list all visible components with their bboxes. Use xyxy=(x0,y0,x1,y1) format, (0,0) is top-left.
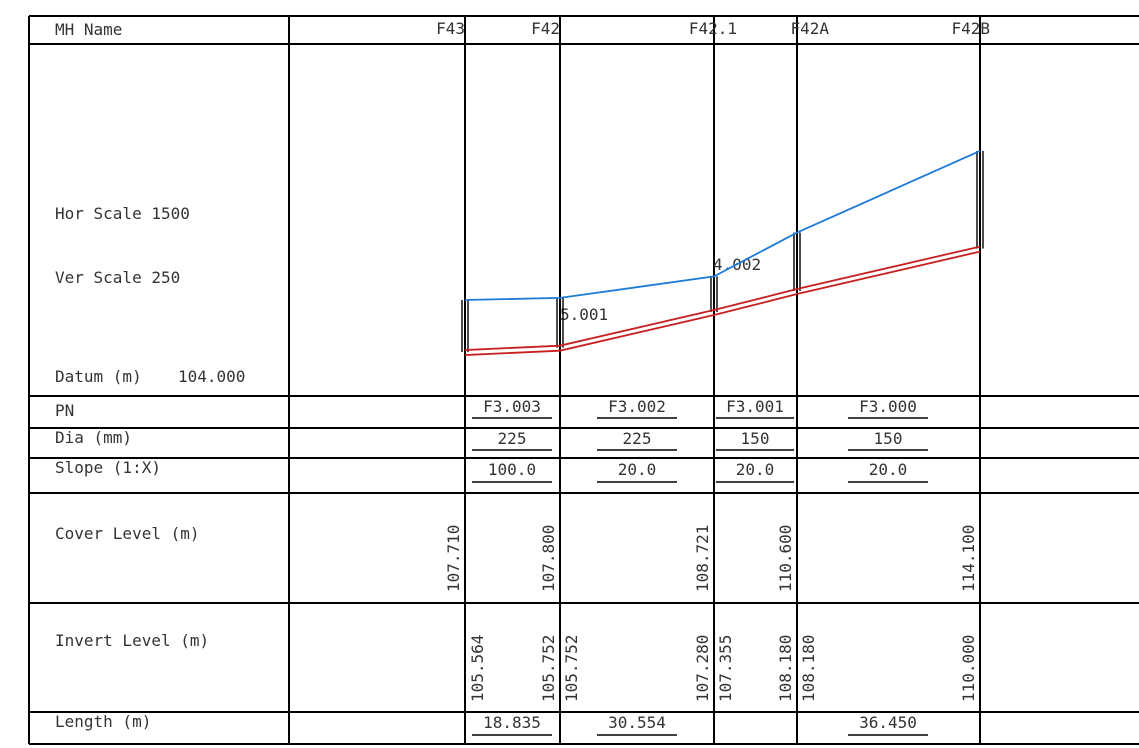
slope-label: Slope (1:X) xyxy=(55,458,161,477)
invert-level-label: Invert Level (m) xyxy=(55,631,209,650)
pipe-invert-line xyxy=(464,250,981,356)
manhole-grid xyxy=(464,16,981,744)
pipe-crown-line xyxy=(464,245,981,351)
dia-value: 150 xyxy=(874,429,903,448)
slope-value: 20.0 xyxy=(618,460,657,479)
cover-level-value: 108.721 xyxy=(693,525,712,592)
invert-level-value: 105.564 xyxy=(468,635,487,702)
invert-level-value: 107.280 xyxy=(693,635,712,702)
pn-value: F3.001 xyxy=(726,397,784,416)
pipe-tag: 5.001 xyxy=(560,305,608,324)
dia-value: 150 xyxy=(741,429,770,448)
profile-marks xyxy=(461,150,984,356)
pn-label: PN xyxy=(55,401,74,420)
pn-value: F3.002 xyxy=(608,397,666,416)
length-value: 36.450 xyxy=(859,713,917,732)
slope-value: 20.0 xyxy=(869,460,908,479)
cover-level-value: 107.800 xyxy=(539,525,558,592)
hor-scale-label: Hor Scale 1500 xyxy=(55,204,190,223)
dia-label: Dia (mm) xyxy=(55,428,132,447)
manhole-name: F43 xyxy=(436,19,465,38)
mh-name-label: MH Name xyxy=(55,20,122,39)
invert-level-value: 105.752 xyxy=(562,635,581,702)
invert-level-value: 108.180 xyxy=(799,635,818,702)
invert-level-value: 110.000 xyxy=(959,635,978,702)
manhole-name: F42 xyxy=(531,19,560,38)
ver-scale-label: Ver Scale 250 xyxy=(55,268,180,287)
cover-level-value: 114.100 xyxy=(959,525,978,592)
cover-level-label: Cover Level (m) xyxy=(55,524,200,543)
slope-value: 20.0 xyxy=(736,460,775,479)
pn-value: F3.000 xyxy=(859,397,917,416)
pn-value: F3.003 xyxy=(483,397,541,416)
datum-label: Datum (m) xyxy=(55,367,142,386)
ground-level-line xyxy=(464,150,981,301)
slope-value: 100.0 xyxy=(488,460,536,479)
manhole-name: F42.1 xyxy=(689,19,737,38)
length-label: Length (m) xyxy=(55,712,151,731)
invert-level-value: 107.355 xyxy=(716,635,735,702)
cover-level-value: 110.600 xyxy=(776,525,795,592)
manhole-name: F42B xyxy=(951,19,990,38)
datum-value: 104.000 xyxy=(178,367,245,386)
length-value: 30.554 xyxy=(608,713,666,732)
invert-level-value: 108.180 xyxy=(776,635,795,702)
dia-value: 225 xyxy=(623,429,652,448)
invert-level-value: 105.752 xyxy=(539,635,558,702)
length-value: 18.835 xyxy=(483,713,541,732)
manhole-name: F42A xyxy=(790,19,829,38)
dia-value: 225 xyxy=(498,429,527,448)
cover-level-value: 107.710 xyxy=(444,525,463,592)
table-rules xyxy=(28,15,1139,745)
